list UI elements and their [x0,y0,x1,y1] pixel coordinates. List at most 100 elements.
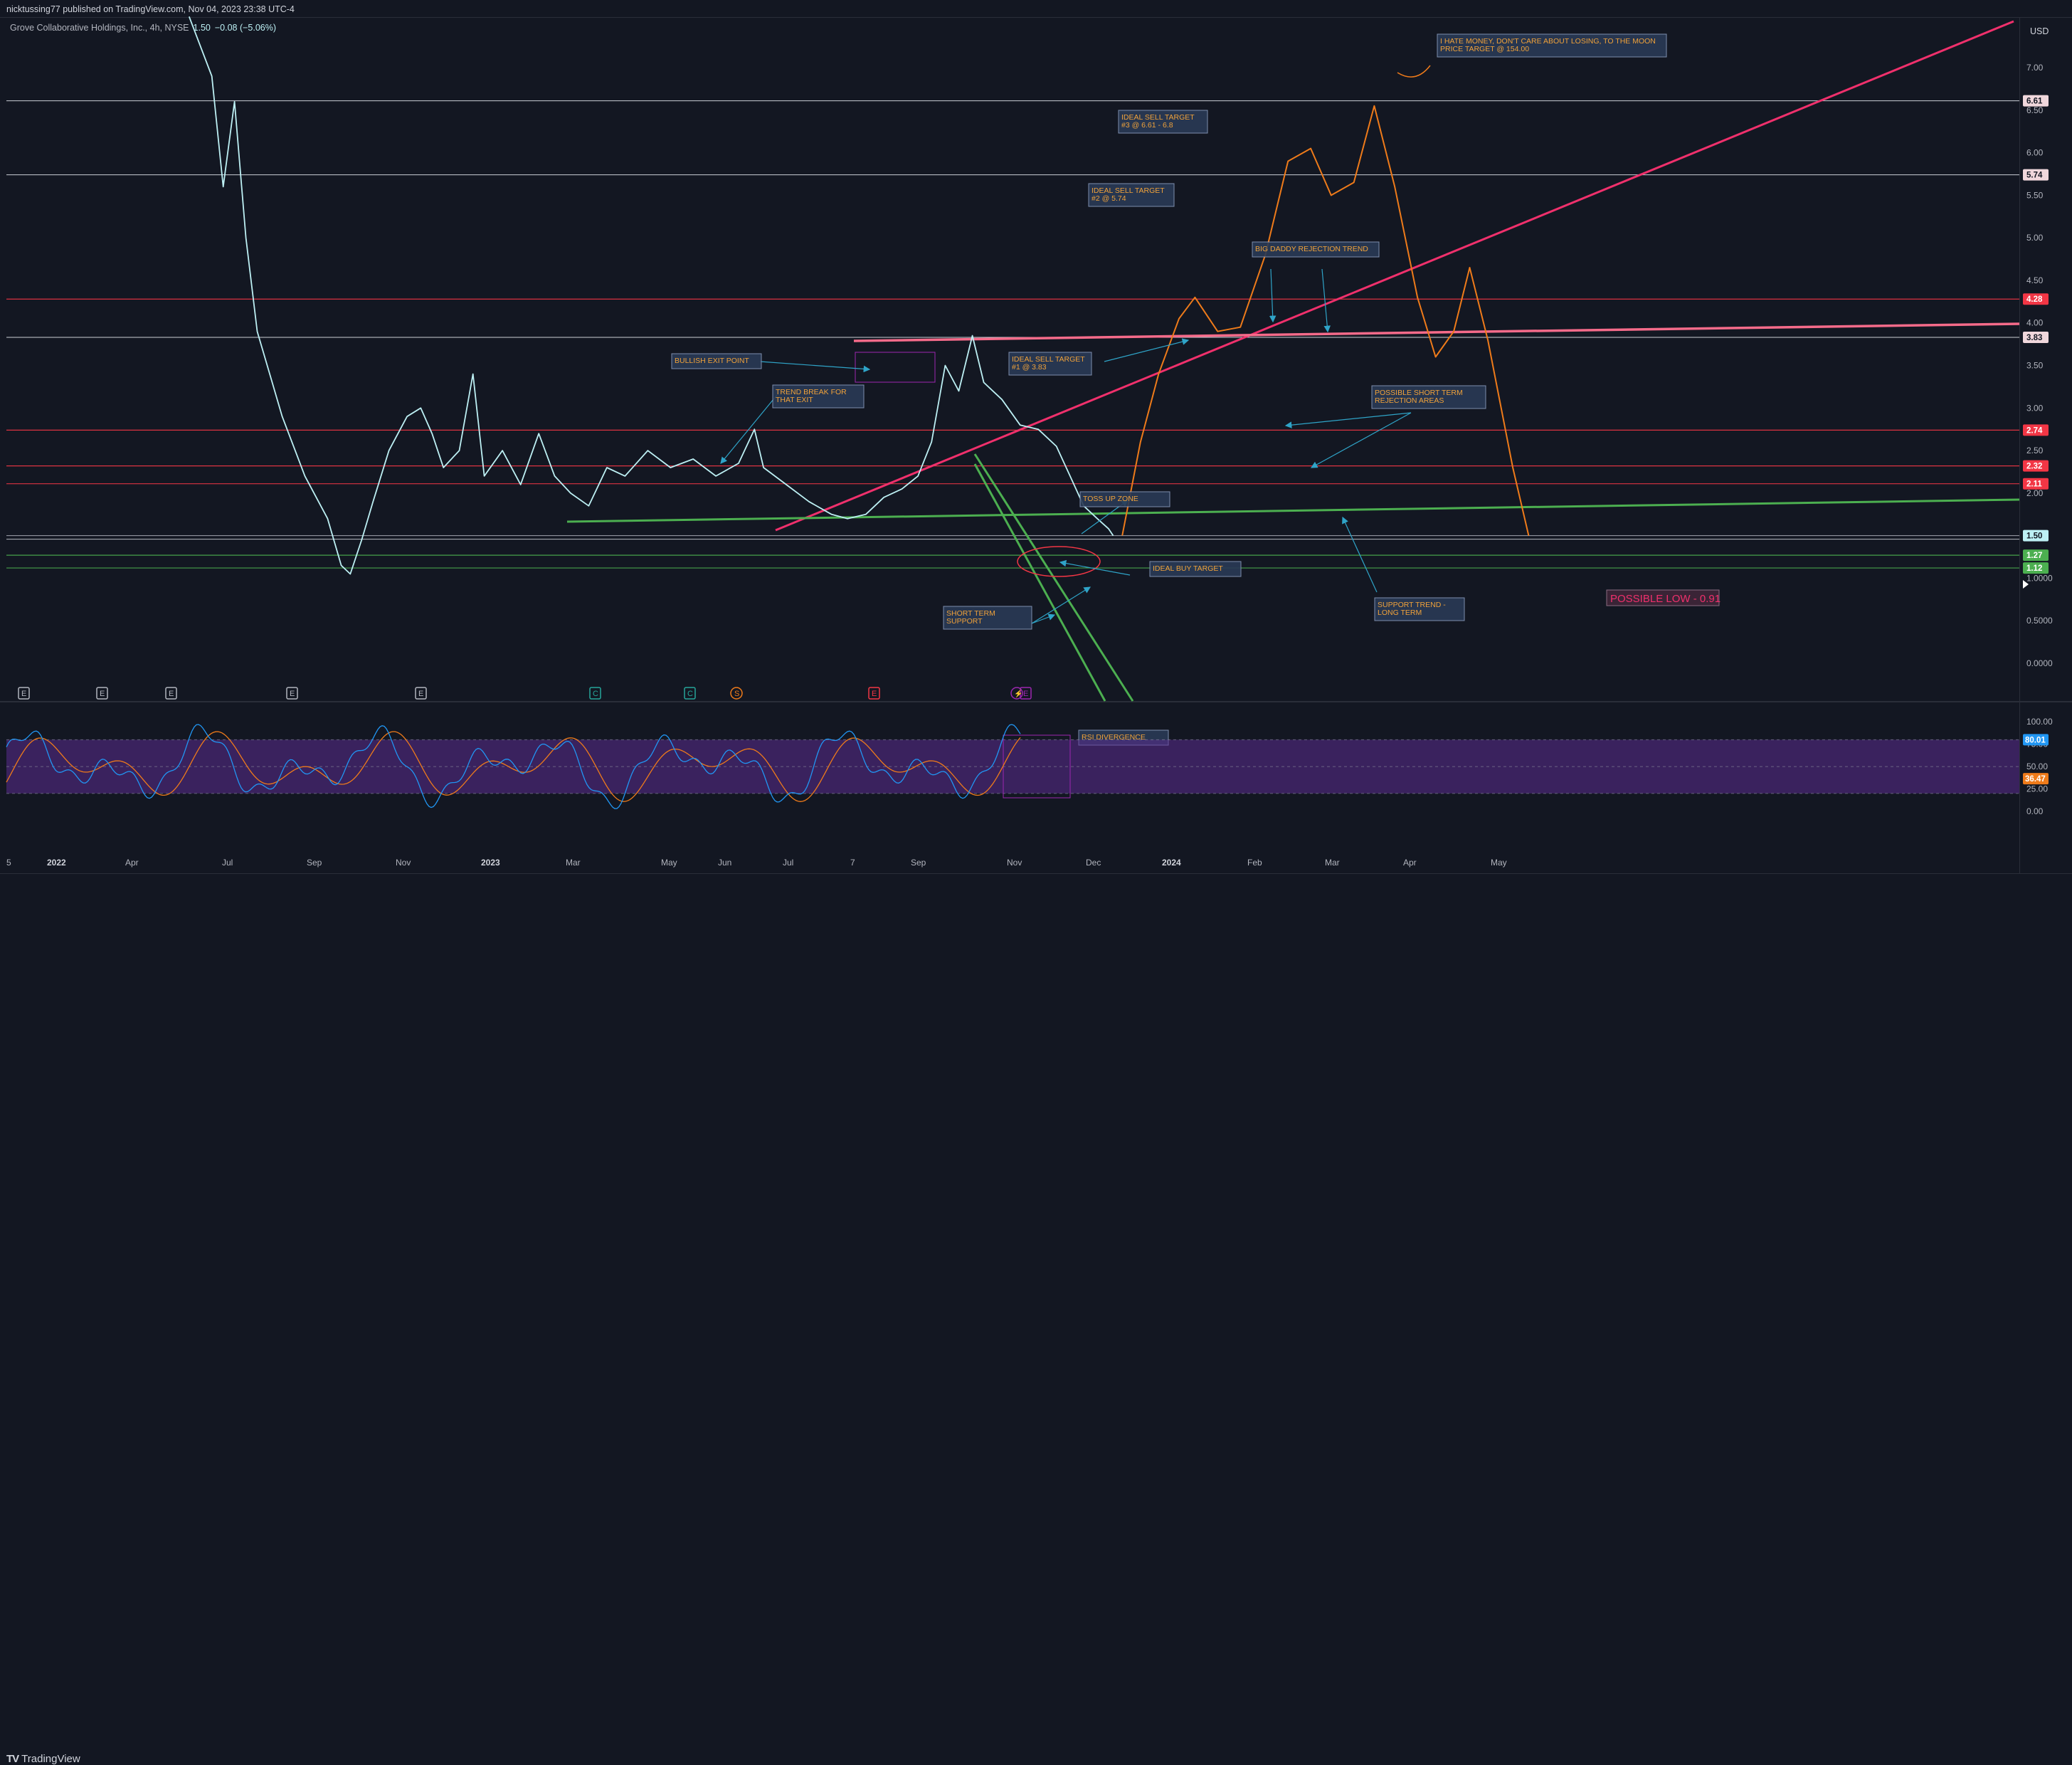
annotation-text: TOSS UP ZONE [1083,495,1138,503]
time-axis-tick: Mar [1325,858,1340,868]
price-axis-tick: 1.0000 [2026,573,2053,583]
annotation-text: BIG DADDY REJECTION TREND [1255,245,1368,253]
time-axis-tick: Sep [307,858,322,868]
time-axis-tick: May [1491,858,1507,868]
time-axis-tick: Apr [125,858,139,868]
price-axis-tick: 5.50 [2026,190,2044,200]
event-marker-bg [18,687,30,700]
top-separator [0,17,2072,18]
price-level-tag [2023,460,2049,472]
price-level-tag-text: 2.32 [2026,463,2042,471]
annotation-arrow [1310,412,1412,468]
price-axis-tick: 0.0000 [2026,658,2053,668]
annotation-arrow [759,361,871,373]
event-marker-label: E [1023,690,1028,698]
symbol-legend[interactable]: Grove Collaborative Holdings, Inc., 4h, … [10,23,276,33]
annotation-box-bg [1371,385,1486,409]
chart-canvas[interactable]: I HATE MONEY, DON'T CARE ABOUT LOSING, T… [0,0,2072,874]
annotation-text: BULLISH EXIT POINT [675,357,749,365]
event-marker-bg [868,687,880,700]
price-line [188,16,1114,575]
price-axis-tick: 6.00 [2026,148,2044,158]
annotation-box: TOSS UP ZONE [1079,491,1170,507]
moon-arc [1397,65,1431,78]
symbol-info: Grove Collaborative Holdings, Inc., 4h, … [10,23,189,33]
annotation-text: POSSIBLE SHORT TERM [1375,389,1463,397]
k-value-tag [2023,734,2049,746]
event-marker-bg [415,687,427,700]
annotation-text: #1 @ 3.83 [1012,363,1047,372]
footer: TV TradingView [0,874,2072,1765]
price-level-tag-text: 1.27 [2026,552,2042,560]
price-axis-tick: 5.00 [2026,233,2044,243]
time-axis-tick: Apr [1403,858,1417,868]
annotation-arrow [1342,516,1378,593]
annotation-arrow [720,394,778,464]
price-level-tag-text: 2.11 [2026,480,2042,489]
currency-label: USD [2030,26,2049,36]
event-marker-bg [286,687,298,700]
annotation-text: PRICE TARGET @ 154.00 [1440,45,1529,53]
time-axis-tick: 2024 [1162,858,1181,868]
time-axis-tick: Dec [1086,858,1101,868]
event-marker: C [684,687,696,700]
event-marker-label: C [687,690,693,698]
price-level-tag [2023,424,2049,436]
annotation-arrow [1321,268,1331,333]
k-value-text: 80.01 [2025,736,2046,744]
event-marker: E [1020,687,1032,700]
event-marker-label: E [290,690,295,698]
price-level-tag-text: 2.74 [2026,426,2043,435]
price-level-tag-text: 1.12 [2026,564,2042,573]
tradingview-logo[interactable]: TV TradingView [6,1753,80,1765]
annotation-box-bg [1008,352,1092,376]
event-marker-bg [1020,687,1032,700]
time-axis-tick: Nov [396,858,411,868]
annotation-box-bg [1252,241,1380,258]
event-marker: S [730,687,743,700]
annotation-box: IDEAL BUY TARGET [1149,561,1242,577]
event-marker-label: E [169,690,174,698]
annotation-text: THAT EXIT [776,396,813,404]
event-marker-bg [96,687,108,700]
price-change: −0.08 (−5.06%) [214,23,277,33]
price-level-tag [2023,95,2049,107]
annotation-text: I HATE MONEY, DON'T CARE ABOUT LOSING, T… [1440,37,1656,46]
lightning-icon: ⚡ [1014,689,1022,698]
event-marker-label: E [418,690,423,698]
annotation-box: SUPPORT TREND -LONG TERM [1374,597,1465,621]
rising-trend-line [775,20,2014,532]
event-marker-bg [165,687,177,700]
annotation-arrow [1284,412,1412,428]
price-level-tag-text: 4.28 [2026,295,2043,304]
annotation-box-bg [1118,110,1208,134]
annotation-box-bg [943,606,1032,630]
tv-logo-icon: TV [6,1753,19,1765]
annotation-box-bg [671,353,762,369]
price-axis-tick: 4.50 [2026,275,2044,285]
time-axis-tick: Sep [911,858,926,868]
price-level-tag [2023,293,2049,305]
possible-low-bg [1606,589,1720,606]
time-axis-tick: Jul [222,858,233,868]
annotation-text: IDEAL BUY TARGET [1153,564,1223,573]
event-marker: E [96,687,108,700]
event-marker: E [868,687,880,700]
event-marker-label: C [593,690,598,698]
annotation-text: #3 @ 6.61 - 6.8 [1121,121,1173,130]
indicator-axis-tick: 0.00 [2026,806,2044,816]
price-level-tag [2023,549,2049,562]
annotation-text: #2 @ 5.74 [1092,194,1126,203]
annotation-box: BULLISH EXIT POINT [671,353,762,369]
price-axis-tick: 2.50 [2026,446,2044,455]
event-marker: E [415,687,427,700]
event-marker-bg [684,687,696,700]
price-axis-tick: 2.00 [2026,488,2044,498]
time-axis-tick: Mar [566,858,581,868]
event-marker-label: E [872,690,877,698]
lightning-marker: ⚡ [1010,687,1023,700]
last-price: 1.50 [193,23,211,33]
time-axis-tick: 2022 [47,858,66,868]
event-marker-label: E [21,690,26,698]
